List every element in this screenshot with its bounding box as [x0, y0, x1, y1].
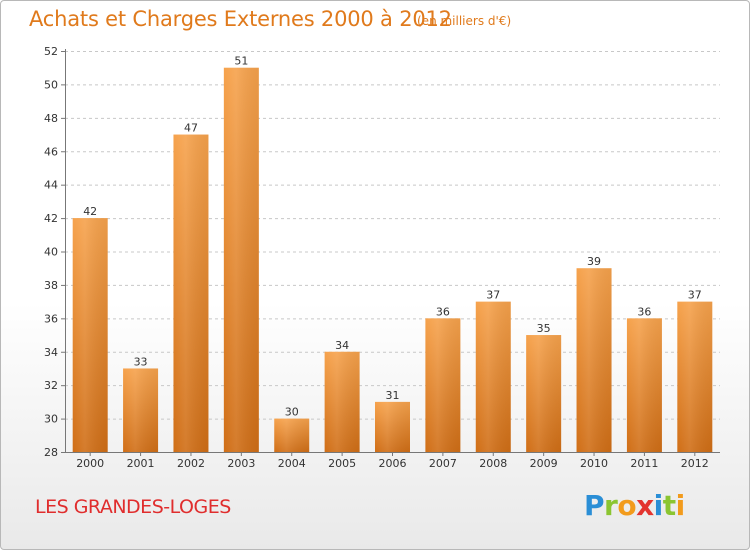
data-label: 37	[688, 289, 702, 302]
data-label: 33	[134, 355, 148, 368]
y-tick-label: 34	[44, 346, 58, 359]
chart-unit: (en milliers d'€)	[417, 14, 512, 28]
bar-shine-2009	[526, 335, 562, 452]
bar-shine-2000	[72, 218, 108, 452]
x-tick-label: 2000	[76, 457, 104, 470]
x-tick-label: 2009	[530, 457, 558, 470]
x-tick-label: 2004	[278, 457, 306, 470]
x-tick-label: 2006	[379, 457, 407, 470]
chart-title: Achats et Charges Externes 2000 à 2012	[29, 7, 452, 31]
x-tick-label: 2008	[479, 457, 507, 470]
data-label: 35	[537, 322, 551, 335]
data-label: 39	[587, 255, 601, 268]
x-tick-label: 2002	[177, 457, 205, 470]
data-label: 51	[234, 55, 248, 68]
y-tick-label: 46	[44, 145, 58, 158]
y-tick-label: 30	[44, 413, 58, 426]
bar-shine-2010	[576, 268, 612, 452]
y-tick-label: 52	[44, 45, 58, 58]
y-tick-label: 32	[44, 379, 58, 392]
axis-layer: 28 30 32 34 36 38 40 42 44 46 48 50 52 2000 2001 2002 20…	[44, 45, 720, 470]
x-tick-label: 2003	[227, 457, 255, 470]
bar-shine-2007	[425, 318, 461, 452]
x-tick-label: 2010	[580, 457, 608, 470]
y-tick-label: 36	[44, 312, 58, 325]
x-tick-label: 2012	[681, 457, 709, 470]
data-label: 47	[184, 122, 198, 135]
labels-layer: 42 33 47 51 30 34 31 36 37 35 39 36 37	[83, 55, 702, 419]
commune-name: LES GRANDES-LOGES	[35, 496, 231, 518]
y-tick-label: 38	[44, 279, 58, 292]
x-tick-label: 2001	[127, 457, 155, 470]
x-tick-label: 2011	[630, 457, 658, 470]
y-tick-label: 42	[44, 212, 58, 225]
data-label: 34	[335, 339, 349, 352]
bars-layer	[72, 67, 713, 452]
x-tick-label: 2007	[429, 457, 457, 470]
data-label: 36	[436, 305, 450, 318]
data-label: 36	[637, 305, 651, 318]
y-tick-label: 48	[44, 112, 58, 125]
bar-shine-2004	[274, 418, 310, 452]
bar-shine-2011	[626, 318, 662, 452]
data-label: 30	[285, 406, 299, 419]
bar-shine-2006	[375, 401, 410, 452]
data-label: 37	[486, 289, 500, 302]
bar-shine-2003	[223, 67, 259, 452]
proxiti-logo: Proxiti	[584, 489, 685, 522]
bar-shine-2005	[324, 351, 360, 452]
grid-layer	[65, 51, 720, 420]
data-label: 31	[386, 389, 400, 402]
y-tick-label: 44	[44, 179, 58, 192]
y-tick-label: 40	[44, 246, 58, 259]
bar-shine-2008	[475, 301, 511, 452]
y-tick-label: 28	[44, 446, 58, 459]
bar-shine-2001	[123, 368, 159, 452]
data-label: 42	[83, 205, 97, 218]
y-tick-label: 50	[44, 78, 58, 91]
bar-shine-2012	[677, 301, 713, 452]
bar-shine-2002	[173, 134, 209, 452]
x-tick-label: 2005	[328, 457, 356, 470]
